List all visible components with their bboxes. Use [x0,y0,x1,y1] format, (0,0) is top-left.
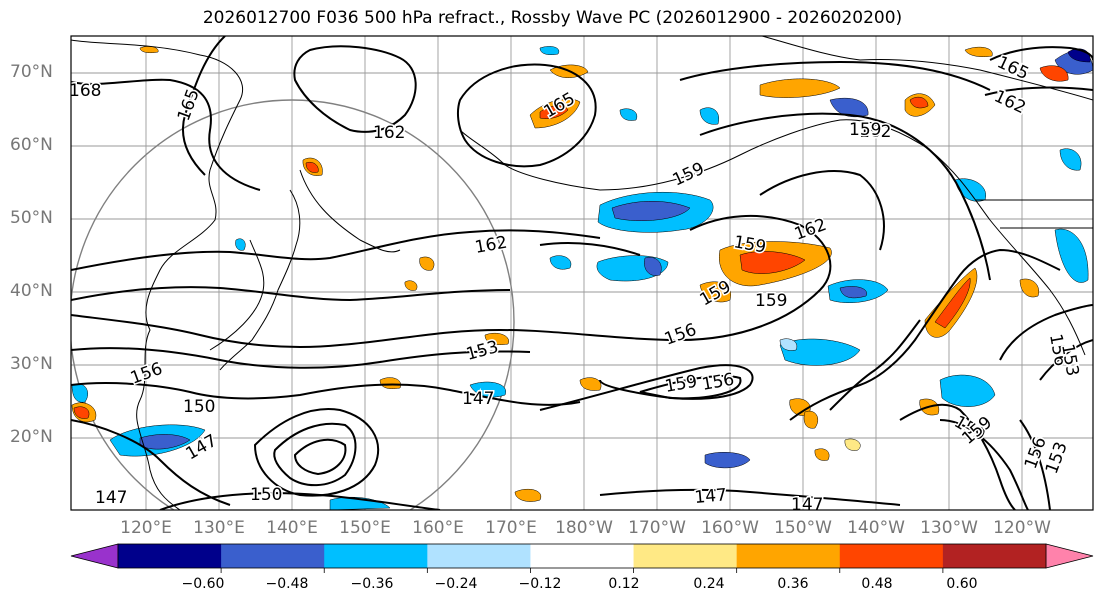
lon-label-150e: 150°E [339,518,391,538]
lon-label-120e: 120°E [120,518,172,538]
contour-label: 150 [250,485,282,505]
gridlines [71,36,1093,510]
colorbar-tick-label: 0.36 [777,576,809,592]
contour-label: 156 [700,370,735,395]
anomaly-fills [71,46,1093,510]
colorbar-segment [530,544,635,568]
colorbar-extend-right [1045,543,1094,569]
lon-label-140w: 140°W [847,518,905,538]
lon-label-170w: 170°W [628,518,686,538]
lon-label-150w: 150°W [774,518,832,538]
colorbar-segment [118,544,222,568]
colorbar-tick-label: 0.48 [861,576,893,592]
contour-label: 147 [462,389,494,409]
map-frame [70,35,1094,511]
contours [71,36,1093,510]
colorbar-extend-left [70,543,119,569]
colorbar-segment [942,544,1047,568]
contour-label: 162 [373,123,405,143]
lon-label-180w: 180°W [555,518,613,538]
lon-label-160w: 160°W [701,518,759,538]
colorbar-tick-label: −0.24 [434,576,478,592]
lon-label-120w: 120°W [993,518,1051,538]
colorbar-segment [427,544,531,568]
colorbar-segment [839,544,944,568]
colorbar-segment [633,544,738,568]
colorbar-tick-label: −0.36 [350,576,394,592]
lon-label-160e: 160°E [412,518,464,538]
lon-label-170e: 170°E [485,518,537,538]
colorbar-tick-label: −0.12 [518,576,562,592]
reference-circle [71,99,515,510]
colorbar-segment [324,544,428,568]
colorbar-tick-label: −0.48 [265,576,309,592]
lon-label-130w: 130°W [920,518,978,538]
contour-label: 150 [183,397,215,417]
contour-label: 162 [859,122,891,142]
colorbar-tick-label: 0.24 [693,576,725,592]
lat-label-60: 60°N [10,135,53,155]
colorbar-tick-label: 0.12 [608,576,640,592]
colorbar-frame [117,543,1047,569]
colorbar-tick-label: −0.60 [181,576,225,592]
lon-label-140e: 140°E [266,518,318,538]
contour-label: 159 [849,120,881,140]
contour-label: 168 [69,81,101,101]
lat-label-40: 40°N [10,281,53,301]
colorbar-tick-label: 0.60 [946,576,978,592]
map-title: 2026012700 F036 500 hPa refract., Rossby… [202,8,903,28]
lon-label-130e: 130°E [193,518,245,538]
contour-label: 147 [791,495,823,515]
lat-label-50: 50°N [10,208,53,228]
colorbar [70,543,1094,573]
colorbar-segment [736,544,841,568]
plot-area [71,36,1093,510]
contour-label: 147 [95,488,127,508]
lat-label-30: 30°N [10,354,53,374]
contour-label: 147 [694,485,728,508]
coastlines [71,36,1093,510]
colorbar-segment [221,544,325,568]
lat-label-20: 20°N [10,427,53,447]
contour-label: 159 [755,291,787,311]
lat-label-70: 70°N [10,62,53,82]
